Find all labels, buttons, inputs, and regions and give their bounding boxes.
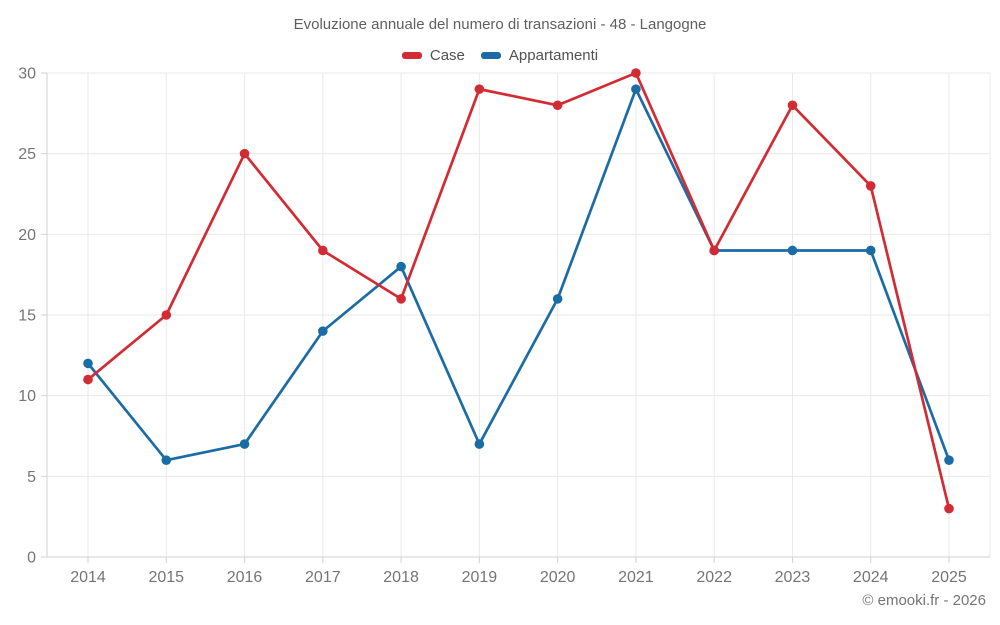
- svg-text:2017: 2017: [305, 569, 341, 586]
- svg-text:20: 20: [18, 227, 36, 244]
- svg-text:5: 5: [27, 469, 36, 486]
- svg-text:25: 25: [18, 146, 36, 163]
- legend-label-case: Case: [429, 46, 465, 64]
- svg-text:2016: 2016: [227, 569, 263, 586]
- svg-text:2018: 2018: [383, 569, 419, 586]
- svg-text:2014: 2014: [70, 569, 106, 586]
- svg-text:30: 30: [18, 66, 36, 83]
- chart-title: Evoluzione annuale del numero di transaz…: [293, 16, 707, 33]
- appartamenti-series-swatch-icon: [480, 51, 501, 59]
- footer-credit: © emooki.fr - 2026: [862, 592, 986, 609]
- svg-text:2015: 2015: [148, 569, 184, 586]
- svg-text:2020: 2020: [540, 569, 576, 586]
- svg-text:2021: 2021: [618, 569, 654, 586]
- svg-text:2024: 2024: [853, 569, 889, 586]
- chart-legend: Case Appartamenti: [0, 44, 1000, 66]
- svg-text:2019: 2019: [462, 569, 498, 586]
- case-series-swatch-icon: [401, 51, 422, 59]
- svg-text:15: 15: [18, 308, 36, 325]
- svg-text:2022: 2022: [696, 569, 732, 586]
- legend-label-appartamenti: Appartamenti: [508, 46, 599, 64]
- svg-text:2025: 2025: [931, 569, 967, 586]
- svg-text:0: 0: [27, 550, 36, 567]
- svg-text:2023: 2023: [775, 569, 811, 586]
- legend-item-appartamenti[interactable]: Appartamenti: [480, 46, 599, 64]
- svg-text:10: 10: [18, 388, 36, 405]
- legend-item-case[interactable]: Case: [401, 46, 465, 64]
